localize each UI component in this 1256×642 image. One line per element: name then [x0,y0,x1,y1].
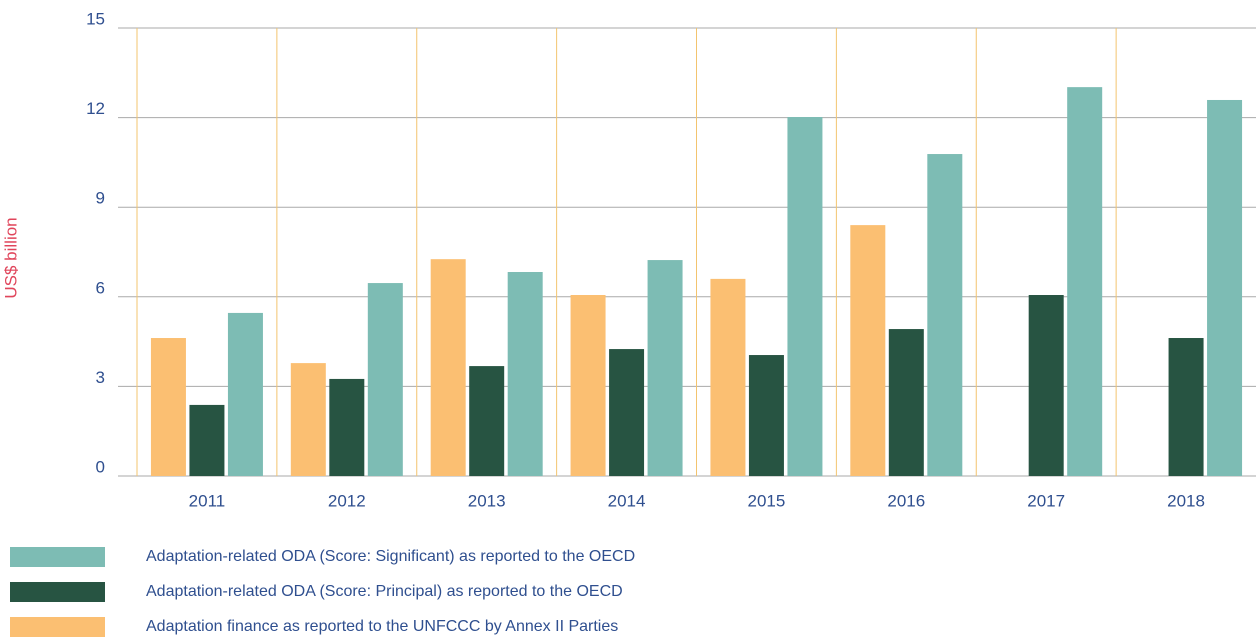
x-tick-label: 2017 [1027,491,1065,510]
bar [570,295,606,476]
bar [1207,99,1243,476]
bar [927,154,963,476]
bar [189,404,225,476]
bar [850,225,886,476]
legend-label: Adaptation-related ODA (Score: Principal… [146,583,623,600]
y-tick-label: 3 [96,368,105,387]
legend-label: Adaptation finance as reported to the UN… [146,618,618,635]
bar [787,117,823,476]
y-tick-label: 12 [86,99,105,118]
x-tick-label: 2011 [189,491,226,510]
bar [1168,338,1204,476]
bar [1067,87,1103,477]
legend-swatch [10,617,105,637]
y-tick-label: 0 [96,457,105,476]
x-tick-label: 2018 [1167,491,1205,510]
legend-label: Adaptation-related ODA (Score: Significa… [146,548,635,565]
bar [430,259,466,476]
bar [609,349,645,476]
bar [888,329,924,476]
bar [290,363,326,476]
bar [329,378,365,476]
legend-swatch [10,582,105,602]
x-tick-label: 2013 [468,491,506,510]
bar [150,338,186,476]
bar [469,366,505,476]
bar [647,260,683,476]
y-axis-label: US$ billion [1,217,20,298]
y-tick-label: 9 [96,189,105,208]
x-tick-label: 2012 [328,491,366,510]
x-tick-label: 2014 [608,491,646,510]
bar [1028,295,1064,476]
y-tick-label: 15 [86,9,105,28]
bar [748,355,784,476]
x-tick-label: 2015 [748,491,786,510]
bar [367,283,403,476]
bar [227,312,263,476]
y-tick-label: 6 [96,278,105,297]
bar [710,278,746,476]
legend-swatch [10,547,105,567]
bar [507,272,543,476]
x-tick-label: 2016 [887,491,925,510]
